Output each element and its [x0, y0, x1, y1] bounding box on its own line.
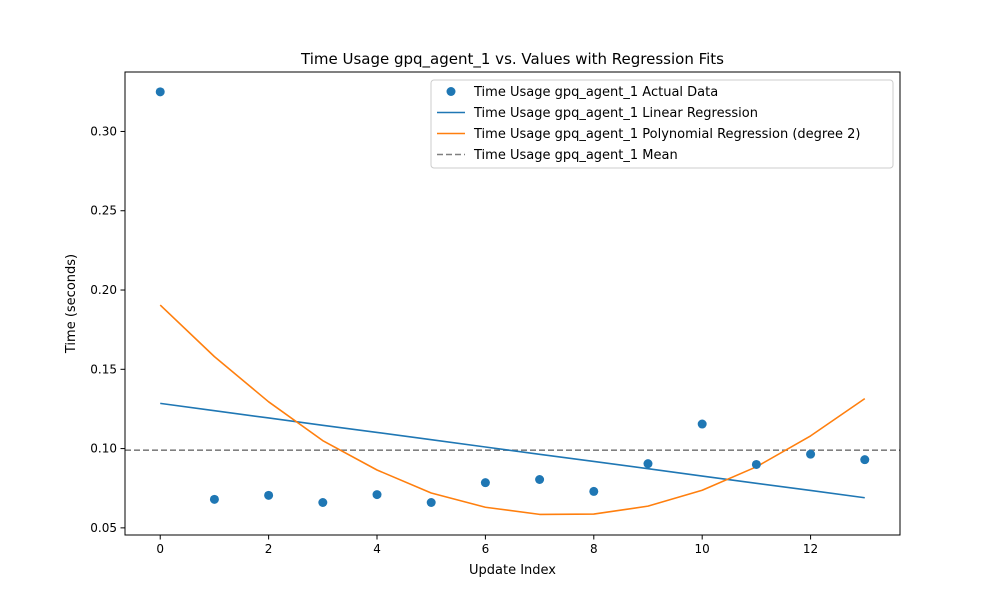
legend-marker-actual: [446, 87, 456, 96]
legend-label: Time Usage gpq_agent_1 Linear Regression: [473, 106, 758, 121]
data-layer: [125, 87, 900, 516]
legend-label: Time Usage gpq_agent_1 Polynomial Regres…: [473, 127, 860, 142]
data-point: [318, 497, 328, 507]
y-tick-label: 0.20: [90, 283, 117, 297]
y-tick-label: 0.30: [90, 124, 117, 138]
y-tick-label: 0.15: [90, 362, 117, 376]
x-tick-label: 6: [482, 542, 490, 556]
data-point: [535, 475, 545, 485]
data-point: [589, 486, 599, 496]
plot-frame: [124, 71, 901, 536]
x-tick-label: 4: [373, 542, 381, 556]
y-axis-label: Time (seconds): [64, 254, 79, 354]
data-point: [264, 490, 274, 500]
linear-regression-line: [160, 402, 865, 499]
x-tick-label: 0: [156, 542, 164, 556]
x-tick-label: 12: [803, 542, 818, 556]
data-point: [372, 490, 382, 500]
data-point: [209, 494, 219, 504]
y-tick-label: 0.25: [90, 204, 117, 218]
x-tick-label: 10: [695, 542, 710, 556]
x-axis: 0 2 4 6 8 10 12: [156, 535, 818, 556]
polynomial-regression-line: [159, 304, 866, 516]
data-point: [860, 455, 870, 465]
data-point: [426, 497, 436, 507]
y-tick-label: 0.10: [90, 442, 117, 456]
legend-label: Time Usage gpq_agent_1 Mean: [473, 148, 678, 163]
x-axis-label: Update Index: [469, 563, 556, 578]
legend: Time Usage gpq_agent_1 Actual Data Time U…: [430, 79, 894, 169]
y-tick-label: 0.05: [90, 521, 117, 535]
data-point: [643, 459, 653, 469]
data-point: [806, 449, 816, 459]
x-tick-label: 8: [590, 542, 598, 556]
y-axis: 0.05 0.10 0.15 0.20 0.25 0.30: [90, 124, 125, 535]
data-point: [697, 419, 707, 429]
x-tick-label: 2: [265, 542, 273, 556]
legend-label: Time Usage gpq_agent_1 Actual Data: [473, 85, 718, 100]
data-point: [480, 478, 490, 488]
data-point: [155, 87, 165, 97]
legend-box: [430, 79, 894, 169]
data-point: [751, 459, 761, 469]
chart-title: Time Usage gpq_agent_1 vs. Values with R…: [300, 50, 724, 69]
